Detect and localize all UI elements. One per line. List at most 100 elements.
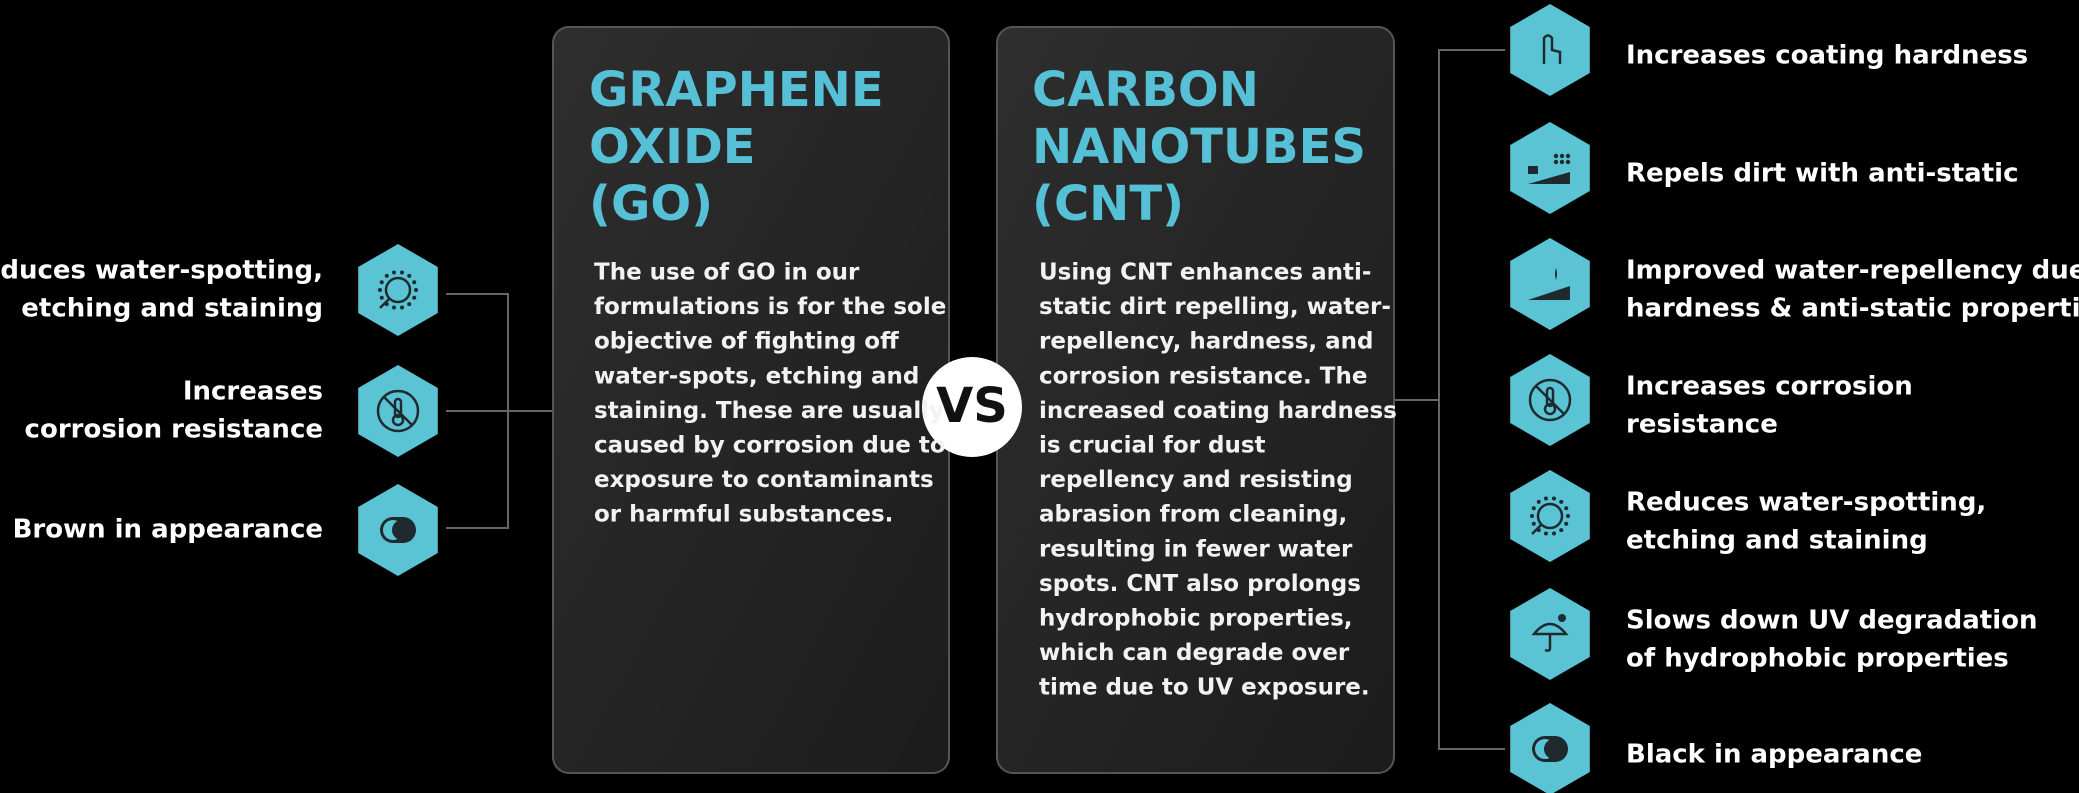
hexagon [1510,238,1590,330]
card-body: water-spots, etching and [594,363,919,389]
icon [1530,514,1534,518]
icon [1565,159,1571,165]
card-title: NANOTUBES [1032,119,1366,175]
icon [1545,386,1555,408]
feature-label: Increases coating hardness [1626,41,2028,71]
icon [1531,521,1536,526]
icon [1542,34,1562,64]
icon [1544,739,1564,759]
card-title: (CNT) [1032,176,1184,232]
icon [407,302,412,307]
icon [1559,159,1565,165]
card-body: increased coating hardness [1039,398,1397,424]
icon [391,270,396,275]
feature-label: hardness & anti-static properties [1626,294,2079,324]
icon [1543,496,1548,501]
icon [1565,153,1571,159]
hexagon [358,244,438,336]
feature-label: Repels dirt with anti-static [1626,159,2018,189]
icon [1531,523,1543,535]
card-body: static dirt repelling, water- [1039,294,1391,320]
card-body: abrasion from cleaning, [1039,502,1347,528]
hexagon [1510,122,1590,214]
content: Reduces water-spotting, etching and stain… [0,4,2079,793]
hexagon [1510,4,1590,96]
card-body: or harmful substances. [594,502,893,528]
icon [407,273,412,278]
icon [414,288,418,292]
card-body: formulations is for the sole [594,294,946,320]
icon [1535,385,1565,415]
card-body: Using CNT enhances anti- [1039,260,1371,286]
icon [1543,531,1548,536]
icon [400,270,405,275]
icon [1528,172,1570,184]
feature-label: Increases corrosion [1626,372,1913,402]
feature-label: Brown in appearance [13,515,323,545]
card-body: caused by corrosion due to [594,433,946,459]
icon [1559,153,1565,159]
icon [412,280,417,285]
icon [1553,159,1559,165]
icon [1543,402,1557,416]
card-body: is crucial for dust [1039,433,1266,459]
icon [1552,531,1557,536]
card-body: time due to UV exposure. [1039,675,1370,701]
icon [1564,506,1569,511]
feature-label: Reduces water-spotting, [1626,488,1986,518]
card-body: hydrophobic properties, [1039,606,1353,632]
card-body: objective of fighting off [594,329,899,355]
icon [1566,514,1570,518]
feature-label: Reduces water-spotting, [0,256,323,286]
icon [1531,622,1569,652]
icon [1528,286,1570,300]
card-body: corrosion resistance. The [1039,363,1367,389]
card-body: staining. These are usually [594,398,944,424]
icon [379,297,391,309]
icon [384,273,389,278]
icon [400,305,405,310]
icon [384,276,412,304]
card-body: repellency and resisting [1039,467,1353,493]
card-body: which can degrade over [1039,640,1350,666]
feature-label: etching and staining [21,294,323,324]
icon [1564,521,1569,526]
icon [1536,502,1564,530]
feature-label: of hydrophobic properties [1626,644,2009,674]
icon [379,295,384,300]
feature-label: etching and staining [1626,526,1928,556]
feature-label: Improved water-repellency due to [1626,256,2079,286]
icon [1559,528,1564,533]
feature-label: Slows down UV degradation [1626,606,2037,636]
card-body: exposure to contaminants [594,467,934,493]
feature-label: corrosion resistance [25,415,323,445]
icon [1528,166,1538,174]
icon [379,280,384,285]
icon [1555,268,1557,280]
icon [1553,153,1559,159]
icon [376,389,420,433]
vs-badge [922,357,1022,457]
feature-label: resistance [1626,410,1778,440]
icon [1558,614,1566,622]
icon [391,305,396,310]
icon [412,295,417,300]
hexagon [1510,470,1590,562]
icon [378,288,382,292]
icon [1528,378,1572,422]
card-title: CARBON [1032,62,1259,118]
icon [393,397,403,419]
icon [1536,499,1541,504]
card-body: The use of GO in our [594,260,860,286]
icon [391,413,405,427]
icon [1559,499,1564,504]
icon [392,520,412,540]
card-title: GRAPHENE [589,62,884,118]
vs-text: VS [936,378,1008,434]
card-body: spots. CNT also prolongs [1039,571,1361,597]
card-body: repellency, hardness, and [1039,329,1374,355]
icon [1531,506,1536,511]
card-title: (GO) [589,176,713,232]
card-title: OXIDE [589,119,756,175]
